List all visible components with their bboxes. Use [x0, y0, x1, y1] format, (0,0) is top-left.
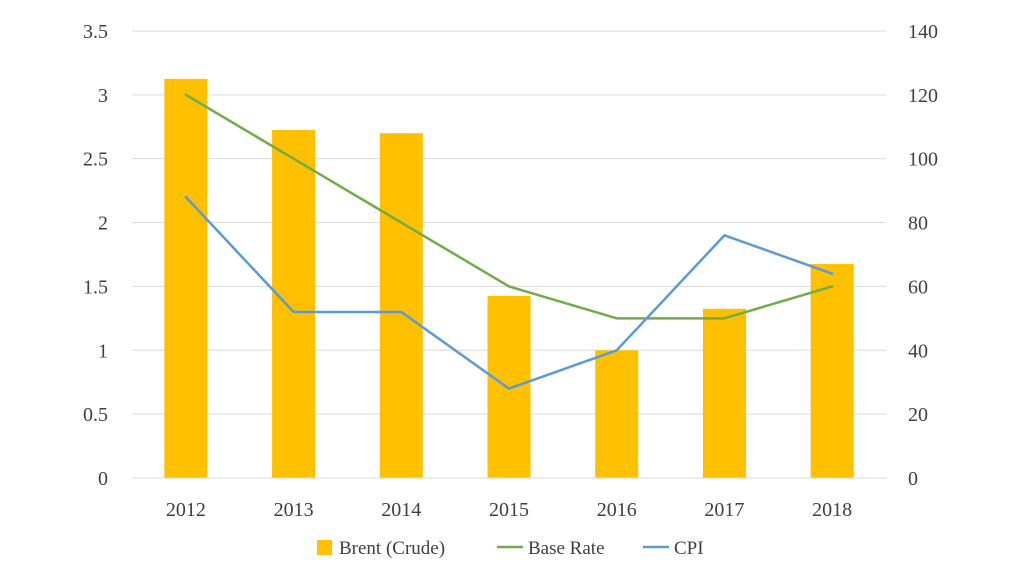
x-tick-label: 2017: [704, 499, 744, 521]
x-tick-label: 2013: [274, 499, 314, 521]
legend: Brent (Crude) Base Rate CPI: [317, 538, 704, 559]
x-tick-label: 2015: [489, 499, 529, 521]
bar-brent-crude: [164, 78, 208, 479]
bar-brent-crude: [272, 129, 316, 478]
bar-series: [164, 78, 854, 479]
y-right-tick-label: 140: [908, 21, 938, 43]
line-series: [184, 93, 834, 390]
axes: 0 0.5 1 1.5 2 2.5 3 3.5 0 20 40 60 80 100 120 140 2012 20…: [83, 21, 938, 521]
y-left-tick-label: 1: [98, 340, 108, 362]
y-right-tick-label: 0: [908, 468, 918, 490]
y-right-tick-label: 100: [908, 149, 938, 171]
legend-swatch: [317, 540, 332, 555]
y-left-tick-label: 3: [98, 85, 108, 107]
x-tick-label: 2016: [597, 499, 637, 521]
y-left-tick-label: 0: [98, 468, 108, 490]
y-right-tick-label: 20: [908, 404, 928, 426]
y-right-tick-label: 60: [908, 276, 928, 298]
legend-label: Base Rate: [528, 538, 605, 559]
legend-label: CPI: [674, 538, 704, 559]
bar-brent-crude: [379, 133, 423, 478]
y-left-tick-label: 3.5: [83, 21, 108, 43]
y-right-tick-label: 40: [908, 340, 928, 362]
y-left-tick-label: 1.5: [83, 276, 108, 298]
bar-brent-crude: [702, 308, 746, 478]
y-right-tick-label: 80: [908, 213, 928, 235]
x-tick-label: 2012: [166, 499, 206, 521]
bar-brent-crude: [595, 350, 639, 478]
y-left-tick-label: 2: [98, 213, 108, 235]
y-right-tick-label: 120: [908, 85, 938, 107]
bar-brent-crude: [810, 264, 854, 478]
x-tick-label: 2018: [812, 499, 852, 521]
y-left-tick-label: 2.5: [83, 149, 108, 171]
bar-brent-crude: [487, 296, 531, 478]
legend-label: Brent (Crude): [339, 538, 445, 559]
x-tick-label: 2014: [381, 499, 421, 521]
y-left-tick-label: 0.5: [83, 404, 108, 426]
